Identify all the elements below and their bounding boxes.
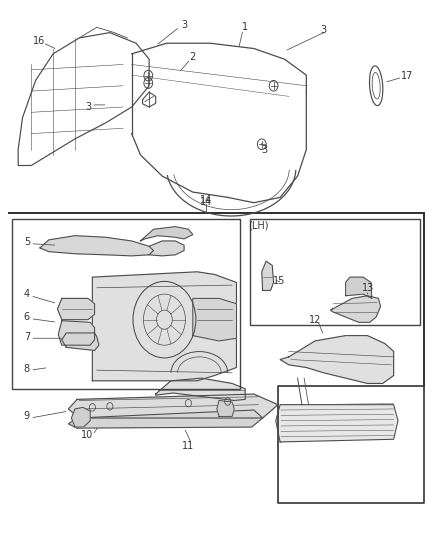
Polygon shape (330, 296, 381, 322)
Text: 17: 17 (401, 71, 413, 81)
Polygon shape (217, 400, 234, 416)
Text: 4: 4 (24, 289, 30, 299)
Text: 9: 9 (24, 411, 30, 422)
Text: (LH): (LH) (248, 220, 268, 230)
Polygon shape (280, 336, 394, 383)
Text: 7: 7 (24, 332, 30, 342)
Polygon shape (149, 241, 184, 256)
Polygon shape (68, 410, 263, 428)
Text: 14: 14 (200, 197, 212, 207)
Text: 6: 6 (24, 312, 30, 322)
Polygon shape (193, 298, 237, 341)
Polygon shape (68, 394, 278, 418)
Polygon shape (346, 277, 372, 298)
Polygon shape (40, 236, 153, 256)
Text: 12: 12 (309, 314, 321, 325)
Polygon shape (57, 298, 95, 320)
Polygon shape (92, 272, 237, 381)
Text: 3: 3 (321, 25, 327, 35)
Polygon shape (62, 333, 99, 351)
Polygon shape (262, 261, 274, 290)
Text: 14: 14 (200, 195, 212, 205)
Text: 1: 1 (242, 22, 248, 33)
Text: 8: 8 (24, 364, 30, 374)
Text: 5: 5 (24, 237, 30, 247)
Text: 2: 2 (190, 52, 196, 61)
Text: 15: 15 (273, 277, 286, 286)
Polygon shape (71, 407, 90, 427)
Text: 16: 16 (33, 36, 45, 45)
Polygon shape (141, 227, 193, 241)
Text: 10: 10 (81, 430, 93, 440)
Text: 11: 11 (182, 441, 194, 451)
Bar (12, 219, 240, 389)
Polygon shape (155, 378, 245, 400)
Bar (250, 219, 420, 325)
Polygon shape (276, 405, 398, 442)
Text: 3: 3 (85, 102, 91, 112)
Text: 3: 3 (181, 20, 187, 30)
Text: 3: 3 (262, 144, 268, 155)
Text: 13: 13 (362, 283, 374, 293)
Polygon shape (58, 321, 95, 345)
